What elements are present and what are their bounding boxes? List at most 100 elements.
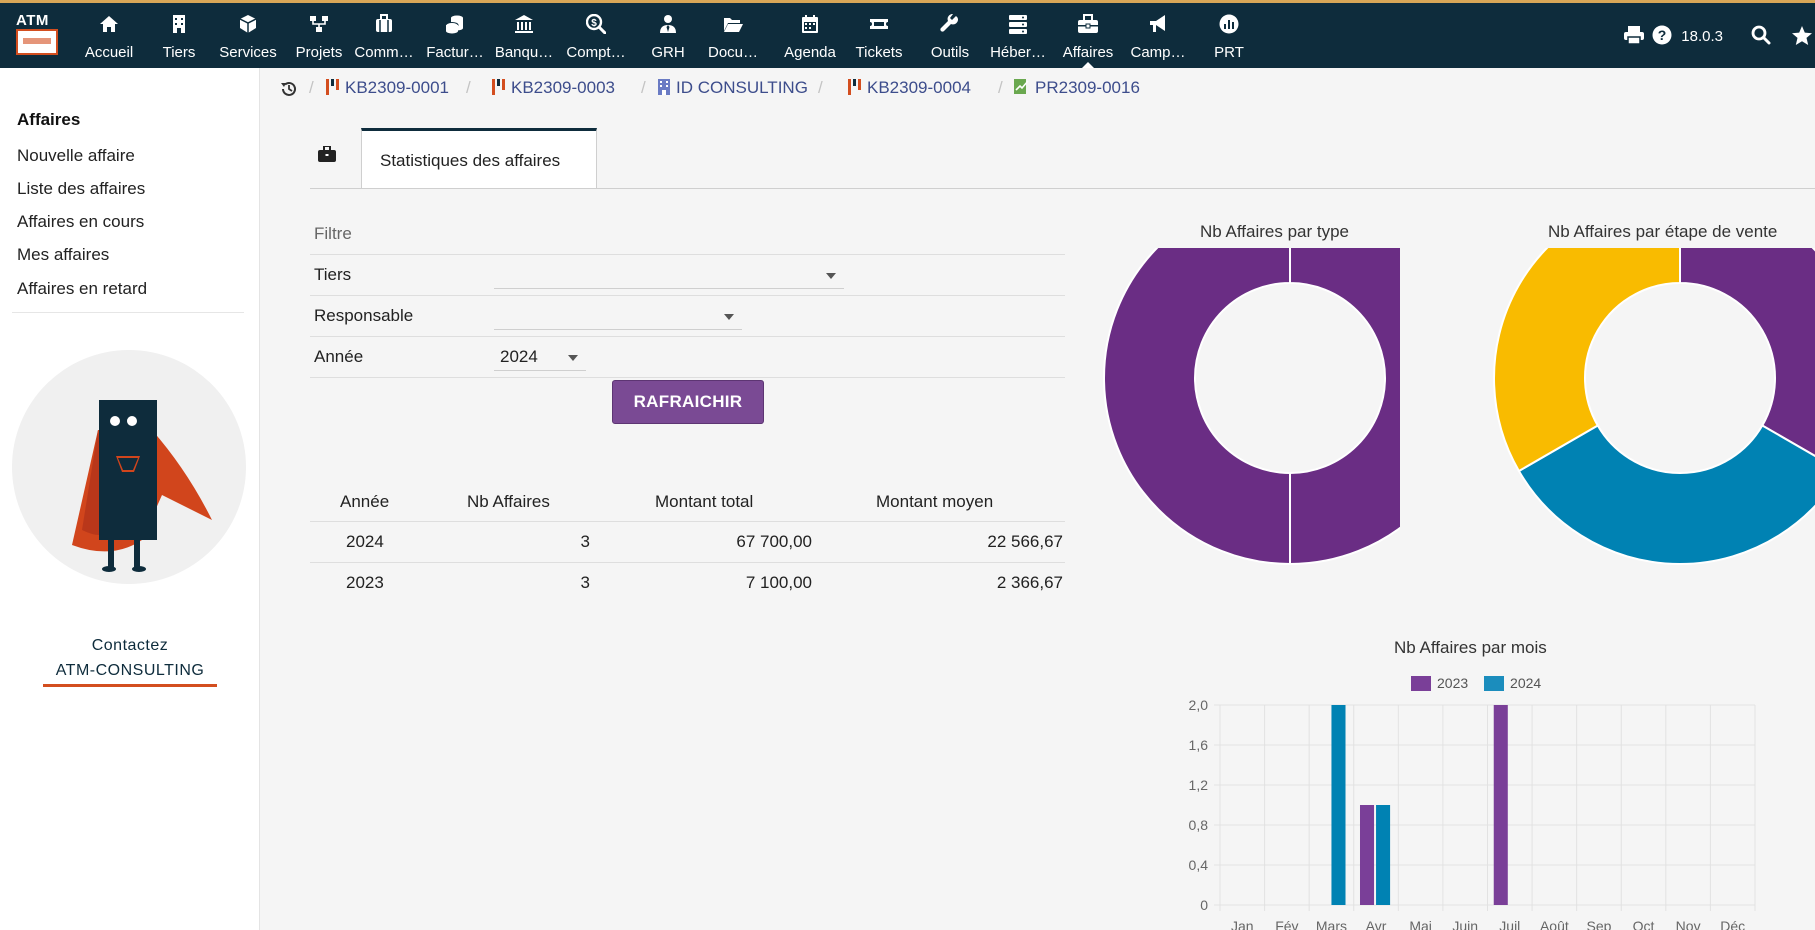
history-icon[interactable] xyxy=(280,80,298,103)
menu-item-projets[interactable]: Projets xyxy=(289,3,349,68)
sidebar-item-my-affairs[interactable]: Mes affaires xyxy=(17,245,110,264)
menu-item-compt[interactable]: $ Compt… xyxy=(560,3,632,68)
version-label: 18.0.3 xyxy=(1681,28,1723,45)
menu-item-label: PRT xyxy=(1214,44,1244,61)
menu-item-prt[interactable]: PRT xyxy=(1204,3,1254,68)
contact-link[interactable]: ATM-CONSULTING xyxy=(55,662,205,679)
donut-slice[interactable] xyxy=(1289,248,1400,566)
cube-icon xyxy=(239,15,257,33)
sidebar-item-late-affairs[interactable]: Affaires en retard xyxy=(17,279,148,298)
menu-item-label: Compt… xyxy=(566,44,626,61)
bookmark-star-icon[interactable] xyxy=(1791,25,1813,51)
menu-item-label: GRH xyxy=(651,44,685,61)
coins-icon xyxy=(445,15,463,34)
svg-text:$: $ xyxy=(591,18,597,29)
filter-title-row: Filtre xyxy=(310,214,1065,255)
flag-icon xyxy=(492,78,506,100)
server-icon xyxy=(1009,15,1027,34)
file-signature-icon xyxy=(1013,78,1030,100)
chevron-down-icon xyxy=(724,314,734,320)
atm-logo[interactable]: ATM xyxy=(14,12,62,60)
y-tick-label: 0 xyxy=(1200,897,1208,913)
bar-2024-Avr[interactable] xyxy=(1376,805,1391,905)
donut-slice[interactable] xyxy=(1517,424,1815,565)
breadcrumb-item[interactable]: KB2309-0001 xyxy=(326,78,449,100)
svg-text:?: ? xyxy=(1658,27,1667,43)
legend-item-2024[interactable]: 2024 xyxy=(1484,675,1541,691)
column-header-year: Année xyxy=(340,492,390,511)
menu-item-label: Tiers xyxy=(162,44,196,61)
bar-2024-Mars[interactable] xyxy=(1331,705,1346,905)
briefcase-icon[interactable] xyxy=(318,145,336,167)
top-navigation-bar: ATM Accueil Tiers Services Projets Comm… Fact… xyxy=(0,0,1815,68)
user-tie-icon xyxy=(660,15,676,33)
year-select[interactable]: 2024 xyxy=(494,345,586,371)
menu-item-tiers[interactable]: Tiers xyxy=(149,3,209,68)
breadcrumb-item[interactable]: KB2309-0003 xyxy=(492,78,615,100)
menu-item-comm[interactable]: Comm… xyxy=(351,3,417,68)
menu-item-label: Affaires xyxy=(1062,44,1114,61)
responsable-select[interactable] xyxy=(494,304,742,330)
menu-item-label: Camp… xyxy=(1130,44,1186,61)
donut-slice[interactable] xyxy=(1679,248,1815,471)
menu-item-outils[interactable]: Outils xyxy=(921,3,979,68)
menu-item-label: Factur… xyxy=(426,44,484,61)
legend-item-2023[interactable]: 2023 xyxy=(1411,675,1468,691)
bar-2023-Avr[interactable] xyxy=(1359,805,1375,905)
sidebar-item-new-affair[interactable]: Nouvelle affaire xyxy=(17,146,135,165)
menu-item-affaires[interactable]: Affaires xyxy=(1055,3,1121,68)
refresh-button[interactable]: RAFRAICHIR xyxy=(612,380,764,424)
menu-item-banqu[interactable]: Banqu… xyxy=(491,3,557,68)
filter-title: Filtre xyxy=(314,224,352,243)
flag-icon xyxy=(848,78,862,100)
left-sidebar: Affaires Nouvelle affaire Liste des affa… xyxy=(0,68,260,930)
x-tick-label: Fév xyxy=(1275,918,1298,930)
donut-slice[interactable] xyxy=(1103,248,1291,566)
menu-item-factur[interactable]: Factur… xyxy=(420,3,490,68)
active-indicator xyxy=(1082,62,1094,68)
sidebar-divider xyxy=(12,312,244,313)
menu-item-label: Agenda xyxy=(784,44,836,61)
sidebar-item-ongoing-affairs[interactable]: Affaires en cours xyxy=(17,212,145,231)
chevron-down-icon xyxy=(826,273,836,279)
menu-item-héber[interactable]: Héber… xyxy=(985,3,1051,68)
tiers-select[interactable] xyxy=(494,263,844,289)
y-tick-label: 0,4 xyxy=(1189,857,1209,873)
breadcrumb-item[interactable]: PR2309-0016 xyxy=(1013,78,1140,100)
donut-slice[interactable] xyxy=(1493,248,1681,473)
menu-item-label: Projets xyxy=(295,44,343,61)
donut-chart-by-type xyxy=(1103,248,1400,566)
sidebar-item-affair-list[interactable]: Liste des affaires xyxy=(17,179,146,198)
ticket-icon xyxy=(870,19,888,29)
help-icon[interactable]: ? xyxy=(1652,25,1672,50)
x-tick-label: Déc xyxy=(1720,918,1745,930)
breadcrumb-item[interactable]: ID CONSULTING xyxy=(657,78,808,100)
menu-item-camp[interactable]: Camp… xyxy=(1123,3,1193,68)
y-tick-label: 2,0 xyxy=(1189,697,1209,713)
menu-item-services[interactable]: Services xyxy=(212,3,284,68)
y-tick-label: 1,2 xyxy=(1189,777,1209,793)
filter-row-tiers: Tiers xyxy=(310,255,1065,296)
tab-statistics[interactable]: Statistiques des affaires xyxy=(361,128,597,189)
tabs-divider xyxy=(310,188,1815,189)
x-tick-label: Août xyxy=(1540,918,1569,930)
menu-item-grh[interactable]: GRH xyxy=(646,3,690,68)
wrench-icon xyxy=(940,14,959,32)
x-tick-label: Avr xyxy=(1366,918,1387,930)
filter-row-responsable: Responsable xyxy=(310,296,1065,337)
year-label: Année xyxy=(314,347,364,366)
contact-text: Contactez xyxy=(91,637,169,654)
search-icon[interactable] xyxy=(1751,25,1771,50)
print-icon[interactable] xyxy=(1623,25,1645,50)
chart-title-by-stage: Nb Affaires par étape de vente xyxy=(1548,222,1778,241)
bar-2023-Juil[interactable] xyxy=(1493,705,1508,905)
breadcrumb-item[interactable]: KB2309-0004 xyxy=(848,78,971,100)
menu-item-accueil[interactable]: Accueil xyxy=(74,3,144,68)
chart-title-by-type: Nb Affaires par type xyxy=(1200,222,1349,241)
menu-item-docu[interactable]: Docu… xyxy=(700,3,766,68)
menu-item-agenda[interactable]: Agenda xyxy=(775,3,845,68)
suitcase-icon xyxy=(376,14,392,32)
sidebar-title[interactable]: Affaires xyxy=(17,110,81,129)
x-tick-label: Juil xyxy=(1499,918,1520,930)
menu-item-tickets[interactable]: Tickets xyxy=(846,3,912,68)
